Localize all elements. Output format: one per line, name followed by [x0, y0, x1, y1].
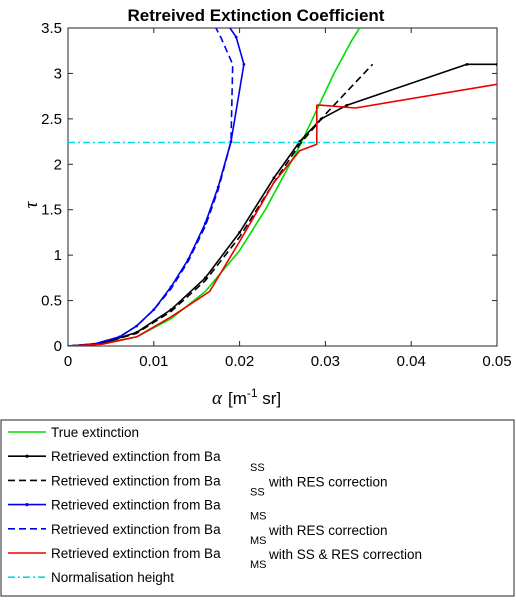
- series-point: [345, 103, 349, 107]
- series-point: [118, 335, 121, 339]
- series-point: [465, 62, 469, 66]
- x-axis-units: [m: [228, 389, 247, 408]
- y-tick-label: 1.5: [41, 202, 62, 219]
- legend-entry: Retrieved extinction from Ba MS with RES …: [8, 522, 388, 547]
- legend-subscript: MS: [250, 535, 267, 547]
- x-axis-symbol: α: [212, 388, 223, 409]
- plot-frame: [67, 27, 498, 347]
- series-5: [68, 83, 497, 346]
- y-axis-ticks: 0 0.5 1 1.5 2 2.5 3 3.5: [41, 20, 497, 355]
- legend-label: Retrieved extinction from Ba: [51, 522, 221, 537]
- x-tick-label: 0.02: [225, 353, 254, 370]
- legend-subscript: SS: [250, 486, 265, 498]
- legend-label: Retrieved extinction from Ba: [51, 473, 221, 488]
- legend-marker: [25, 454, 29, 458]
- series-line: [68, 63, 497, 346]
- x-tick-label: 0: [64, 353, 72, 370]
- legend-marker: [25, 503, 29, 507]
- legend-label: Retrieved extinction from Ba: [51, 449, 221, 464]
- legend-suffix: with RES correction: [268, 474, 388, 489]
- legend-subscript: MS: [250, 511, 267, 523]
- legend-entries: True extinction Retrieved extinction from…: [8, 425, 422, 585]
- x-axis-ticks: 0 0.01 0.02 0.03 0.04 0.05: [64, 28, 512, 370]
- y-tick-label: 0: [54, 338, 62, 355]
- y-axis-label: τ: [21, 200, 42, 208]
- svg-text:α[m-1 sr]: α [m-1 sr]: [212, 386, 281, 409]
- legend-entry: Retrieved extinction from Ba SS with RES …: [8, 473, 388, 498]
- legend-label: Retrieved extinction from Ba: [51, 546, 221, 561]
- series-line: [68, 83, 497, 346]
- legend-entry: Retrieved extinction from Ba SS: [8, 449, 265, 474]
- y-tick-label: 0.5: [41, 293, 62, 310]
- series-layer: [68, 28, 497, 346]
- series-4: [68, 28, 234, 346]
- series-point: [272, 176, 276, 180]
- x-tick-label: 0.05: [482, 353, 511, 370]
- legend-subscript: SS: [250, 462, 265, 474]
- legend-entry: True extinction: [8, 425, 139, 440]
- legend-entry: Retrieved extinction from Ba MS: [8, 498, 267, 523]
- series-point: [495, 62, 497, 66]
- x-axis-label: α [m-1 sr]: [212, 386, 281, 409]
- legend-suffix: with RES correction: [268, 523, 388, 538]
- x-tick-label: 0.04: [397, 353, 426, 370]
- legend-label: Normalisation height: [51, 570, 174, 585]
- legend-subscript: MS: [250, 559, 267, 571]
- y-tick-label: 2: [54, 156, 62, 173]
- series-point: [242, 62, 246, 66]
- legend-entry: Retrieved extinction from Ba MS with SS &…: [8, 546, 422, 571]
- x-axis-units-tail: sr]: [258, 389, 282, 408]
- x-axis-units-exponent: -1: [247, 386, 258, 400]
- series-point: [234, 35, 238, 39]
- legend-label: True extinction: [51, 425, 139, 440]
- series-point: [229, 140, 233, 143]
- series-line: [68, 28, 234, 346]
- legend-suffix: with SS & RES correction: [268, 547, 422, 562]
- y-tick-label: 1: [54, 247, 62, 264]
- series-line: [68, 63, 374, 346]
- x-tick-label: 0.01: [139, 353, 168, 370]
- y-tick-label: 2.5: [41, 111, 62, 128]
- y-tick-label: 3: [54, 65, 62, 82]
- legend: True extinction Retrieved extinction from…: [0, 419, 515, 597]
- plot-area: 0 0.01 0.02 0.03 0.04 0.05 0 0.5 1 1.5 2 2.5 3 3.5: [41, 20, 512, 370]
- series-point: [152, 308, 156, 312]
- y-tick-label: 3.5: [41, 20, 62, 37]
- series-2: [68, 63, 374, 346]
- legend-entry: Normalisation height: [8, 570, 174, 585]
- chart-title: Retreived Extinction Coefficient: [128, 6, 385, 25]
- legend-label: Retrieved extinction from Ba: [51, 498, 221, 513]
- x-tick-label: 0.03: [311, 353, 340, 370]
- legend-box: [0, 419, 515, 597]
- series-point: [238, 231, 242, 234]
